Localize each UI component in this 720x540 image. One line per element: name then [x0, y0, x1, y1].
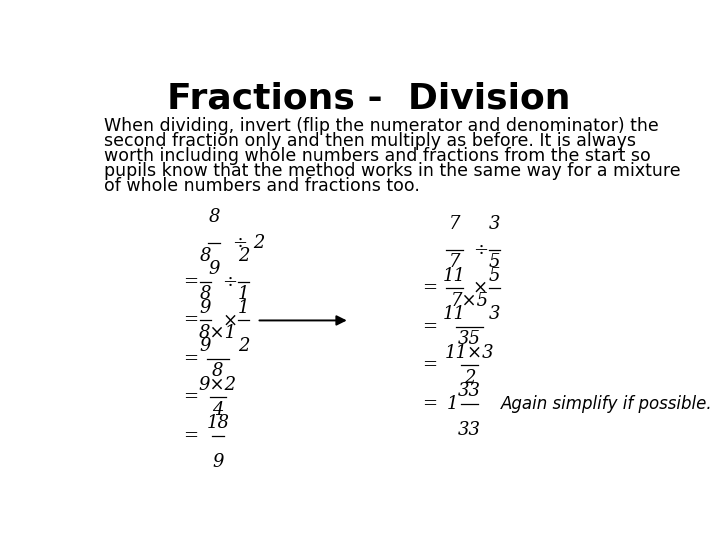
Text: =: = [183, 427, 198, 445]
Text: 18: 18 [207, 415, 230, 433]
Text: 35: 35 [458, 330, 481, 348]
Text: 33: 33 [458, 421, 481, 438]
Text: second fraction only and then multiply as before. It is always: second fraction only and then multiply a… [104, 132, 636, 150]
Text: 1: 1 [238, 299, 249, 317]
Text: 4: 4 [212, 401, 224, 419]
Text: 9: 9 [199, 338, 211, 355]
Text: 7×5: 7×5 [451, 292, 489, 309]
Text: 1: 1 [238, 286, 249, 303]
Text: 5: 5 [489, 267, 500, 285]
Text: =: = [422, 395, 437, 413]
Text: 8: 8 [212, 362, 224, 380]
Text: When dividing, invert (flip the numerator and denominator) the: When dividing, invert (flip the numerato… [104, 117, 659, 135]
Text: worth including whole numbers and fractions from the start so: worth including whole numbers and fracti… [104, 147, 651, 165]
Text: =: = [183, 273, 198, 291]
Text: of whole numbers and fractions too.: of whole numbers and fractions too. [104, 177, 420, 195]
Text: 7: 7 [449, 253, 460, 271]
Text: 9: 9 [212, 453, 224, 471]
Text: 2: 2 [238, 247, 249, 265]
Text: 8: 8 [208, 208, 220, 226]
Text: 2: 2 [238, 338, 249, 355]
Text: ÷: ÷ [473, 241, 488, 259]
Text: Again simplify if possible.: Again simplify if possible. [500, 395, 712, 413]
Text: 8: 8 [199, 286, 211, 303]
Text: 9: 9 [199, 299, 211, 317]
Text: =: = [183, 350, 198, 368]
Text: pupils know that the method works in the same way for a mixture: pupils know that the method works in the… [104, 162, 680, 180]
Text: 3: 3 [489, 214, 500, 233]
Text: 2: 2 [464, 369, 475, 387]
Text: ×: × [222, 312, 238, 329]
Text: 3: 3 [489, 305, 500, 323]
Text: Fractions -  Division: Fractions - Division [167, 82, 571, 116]
Text: ÷: ÷ [222, 273, 238, 291]
Text: 1: 1 [446, 395, 458, 413]
Text: =: = [183, 312, 198, 329]
Text: ÷ 2: ÷ 2 [233, 234, 266, 252]
Text: 11: 11 [443, 267, 466, 285]
Text: =: = [422, 356, 437, 374]
Text: 5: 5 [489, 253, 500, 271]
Text: 7: 7 [449, 214, 460, 233]
Text: 33: 33 [458, 382, 481, 400]
Text: 9: 9 [208, 260, 220, 279]
Text: =: = [183, 388, 198, 407]
Text: =: = [422, 318, 437, 335]
Text: 11×3: 11×3 [445, 343, 495, 362]
Text: 8: 8 [199, 247, 211, 265]
Text: 9×2: 9×2 [199, 376, 237, 394]
Text: ×: × [473, 279, 488, 297]
Text: =: = [422, 279, 437, 297]
Text: 8×1: 8×1 [199, 324, 237, 342]
Text: 11: 11 [443, 305, 466, 323]
